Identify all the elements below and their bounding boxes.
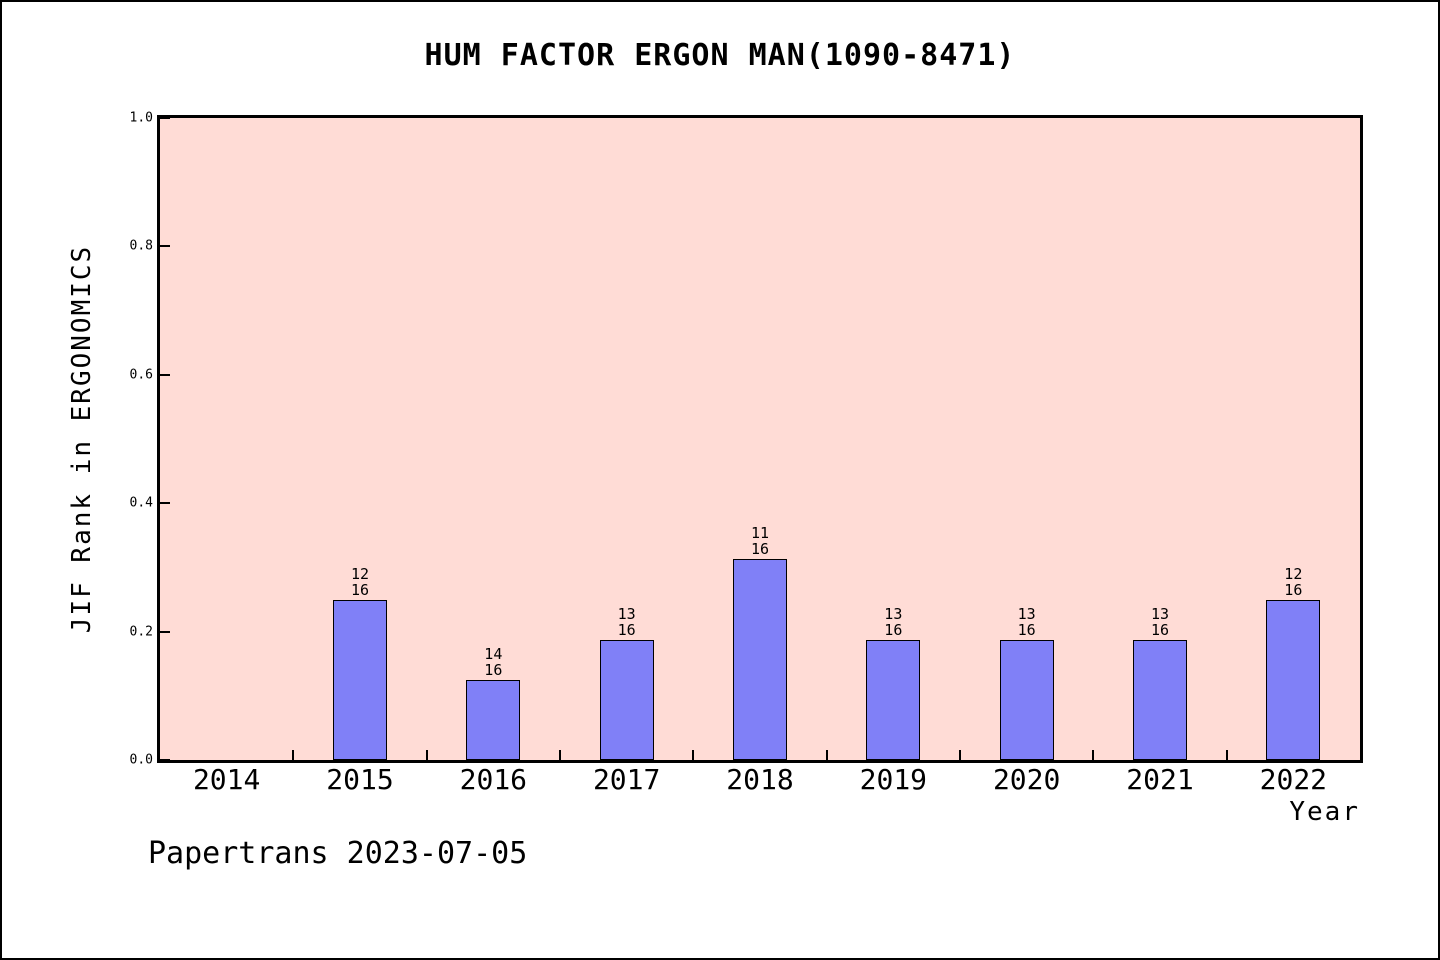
bar-value-label: 13 16 bbox=[884, 604, 903, 639]
bar-2019 bbox=[866, 639, 921, 760]
x-axis-tick-label: 2021 bbox=[1126, 763, 1194, 796]
bar-value-label: 12 16 bbox=[350, 564, 370, 599]
x-axis-tick-label: 2018 bbox=[726, 763, 794, 796]
bar-value-label: 14 16 bbox=[484, 644, 503, 679]
y-axis-tick-label: 0.8 bbox=[129, 238, 153, 254]
y-axis-tick-label: 0.2 bbox=[129, 624, 153, 640]
y-axis-tick bbox=[160, 502, 170, 505]
x-axis-tick bbox=[292, 750, 295, 760]
bar-2020 bbox=[999, 639, 1054, 760]
y-axis-tick-label: 0.4 bbox=[129, 495, 153, 511]
plot-area: 12 16 14 16 13 16 11 16 13 16 13 16 13 16 12 16 bbox=[157, 115, 1363, 763]
x-axis-tick-label: 2019 bbox=[859, 763, 928, 796]
bar-2015 bbox=[333, 599, 387, 760]
bar-value-label: 13 16 bbox=[1017, 604, 1036, 639]
bar-value-label: 11 16 bbox=[750, 524, 770, 559]
bar-value-label: 13 16 bbox=[1150, 604, 1170, 639]
x-axis-tick bbox=[825, 750, 828, 760]
bar-2017 bbox=[599, 639, 654, 760]
x-axis-tick bbox=[559, 750, 561, 760]
bar-2021 bbox=[1133, 639, 1187, 760]
y-axis-tick bbox=[160, 373, 170, 376]
bar-value-label: 12 16 bbox=[1284, 564, 1303, 599]
y-axis-tick-label: 0.6 bbox=[129, 367, 153, 383]
x-axis-title: Year bbox=[1289, 797, 1360, 827]
y-axis-tick bbox=[160, 117, 170, 119]
x-axis-tick bbox=[425, 750, 428, 760]
y-axis-tick bbox=[160, 630, 170, 633]
x-axis-tick-label: 2014 bbox=[192, 763, 261, 796]
y-axis-title: JIF Rank in ERGONOMICS bbox=[67, 244, 97, 634]
x-axis-tick bbox=[959, 750, 961, 760]
x-axis-tick-label: 2015 bbox=[326, 763, 394, 796]
bar-2018 bbox=[733, 559, 787, 760]
x-axis-tick-label: 2017 bbox=[592, 763, 661, 796]
y-axis-tick-label: 1.0 bbox=[129, 110, 153, 126]
x-axis-tick bbox=[1092, 750, 1095, 760]
x-axis-tick-label: 2022 bbox=[1259, 763, 1328, 796]
y-axis-tick bbox=[160, 245, 170, 248]
x-axis-tick-label: 2020 bbox=[992, 763, 1061, 796]
y-axis-tick-label: 0.0 bbox=[129, 752, 153, 768]
footer-watermark: Papertrans 2023-07-05 bbox=[148, 836, 528, 871]
x-axis-tick-label: 2016 bbox=[459, 763, 528, 796]
bar-value-label: 13 16 bbox=[617, 604, 636, 639]
bar-2022 bbox=[1266, 599, 1321, 760]
bar-2016 bbox=[466, 679, 521, 760]
x-axis-tick bbox=[1225, 750, 1228, 760]
x-axis-tick bbox=[692, 750, 695, 760]
chart-title: HUM FACTOR ERGON MAN(1090-8471) bbox=[424, 38, 1016, 73]
y-axis-tick bbox=[160, 759, 170, 761]
